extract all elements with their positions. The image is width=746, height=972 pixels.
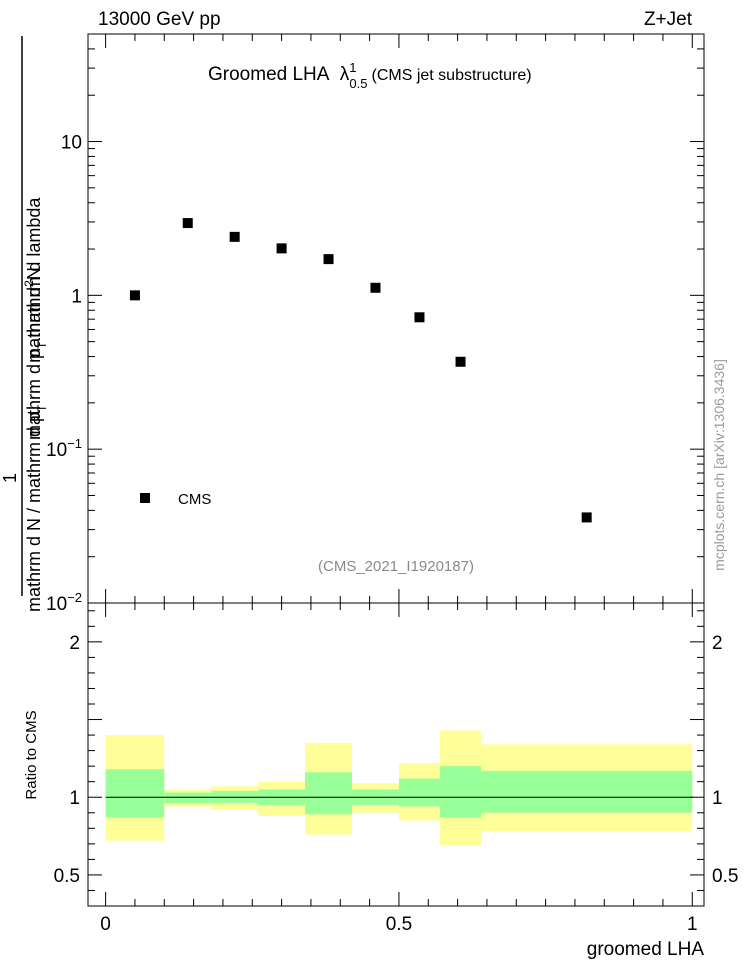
data-point-cms: [370, 282, 381, 293]
ratio-y-tick-label-left: 2: [69, 633, 80, 654]
header-right: Z+Jet: [644, 9, 693, 30]
ratio-y-tick-label-left: 0.5: [54, 866, 80, 887]
ratio-x-ticks: 0 0.5 1: [100, 603, 698, 935]
data-point-cms: [276, 243, 287, 254]
y-label-denominator-tail: mathrm d lambda: [24, 197, 44, 338]
legend-marker-cms: [140, 493, 150, 503]
ratio-y-tick-label-right: 2: [712, 633, 723, 654]
plot-title-sub: 0.5: [349, 76, 367, 91]
svg-text:mathrm d pTmathrm d lambda: mathrm d pTmathrm d lambda: [24, 197, 49, 440]
y-label-denominator-text: mathrm d p: [24, 349, 44, 440]
main-y-tick-label: 10−1: [46, 436, 82, 461]
ratio-band-inner: [164, 792, 212, 804]
x-axis-label: groomed LHA: [587, 939, 705, 960]
ratio-y-ticks: 0.5 0.5 1 1 2 2: [54, 610, 738, 891]
legend-label-cms: CMS: [178, 491, 211, 508]
plot-title-symbol: λ: [340, 64, 350, 85]
plot-title-note: (CMS jet substructure): [372, 67, 532, 84]
y-axis-label: mathrm d2N mathrm d pTmathrm d lambda 1 …: [0, 36, 49, 612]
plot-title-sup: 1: [349, 60, 356, 75]
header-left: 13000 GeV pp: [98, 9, 221, 30]
svg-text:mathrm d2N: mathrm d2N: [22, 267, 44, 363]
main-y-ticks: 10 1 10−1 10−2: [46, 33, 704, 615]
y-label-one: 1: [0, 473, 20, 483]
y-label-lower-sub: T: [35, 404, 49, 412]
data-point-cms: [455, 356, 466, 367]
svg-text:mathrm d N / mathrm d pT: mathrm d N / mathrm d pT: [24, 404, 49, 612]
plot-title-main: Groomed LHA: [208, 64, 330, 85]
main-y-tick-label: 10−2: [46, 590, 82, 615]
plot-title: Groomed LHA λ1 0.5 (CMS jet substructure): [208, 60, 532, 91]
ratio-x-tick-label: 1: [687, 914, 698, 935]
main-x-ticks: [105, 34, 693, 603]
ratio-uncertainty-bands: [105, 730, 693, 846]
main-plot-frame: [87, 33, 705, 604]
legend: CMS: [140, 491, 211, 508]
data-point-cms: [323, 254, 334, 265]
data-point-cms: [581, 512, 592, 523]
ratio-y-tick-label-left: 1: [69, 788, 80, 809]
ratio-band-inner: [105, 769, 165, 818]
ratio-y-tick-label-right: 0.5: [712, 866, 738, 887]
watermark: mcplots.cern.ch [arXiv:1306.3436]: [711, 359, 727, 571]
main-y-tick-label: 10: [61, 133, 82, 154]
y-label-numerator-tail: N: [24, 267, 44, 280]
y-label-numerator-text: mathrm d: [24, 287, 44, 363]
y-label-denominator-sub: T: [35, 341, 49, 349]
data-point-cms: [229, 231, 240, 242]
ratio-x-tick-label: 0.5: [386, 914, 412, 935]
data-points-cms: [129, 218, 592, 523]
ratio-x-tick-label: 0: [100, 914, 111, 935]
ratio-band-inner: [305, 772, 352, 815]
data-point-cms: [129, 290, 140, 301]
ratio-y-label: Ratio to CMS: [23, 710, 40, 799]
ratio-plot-frame: [87, 602, 705, 907]
ratio-y-tick-label-right: 1: [712, 788, 723, 809]
main-y-tick-label: 1: [71, 286, 82, 307]
analysis-id: (CMS_2021_I1920187): [318, 558, 474, 575]
data-point-cms: [182, 218, 193, 229]
y-label-numerator-sup: 2: [22, 280, 36, 287]
ratio-band-inner: [398, 778, 440, 807]
data-point-cms: [414, 312, 425, 323]
y-label-lower-text: mathrm d N / mathrm d p: [24, 412, 44, 612]
ratio-band-inner: [440, 766, 482, 818]
ratio-band-inner: [481, 770, 693, 813]
